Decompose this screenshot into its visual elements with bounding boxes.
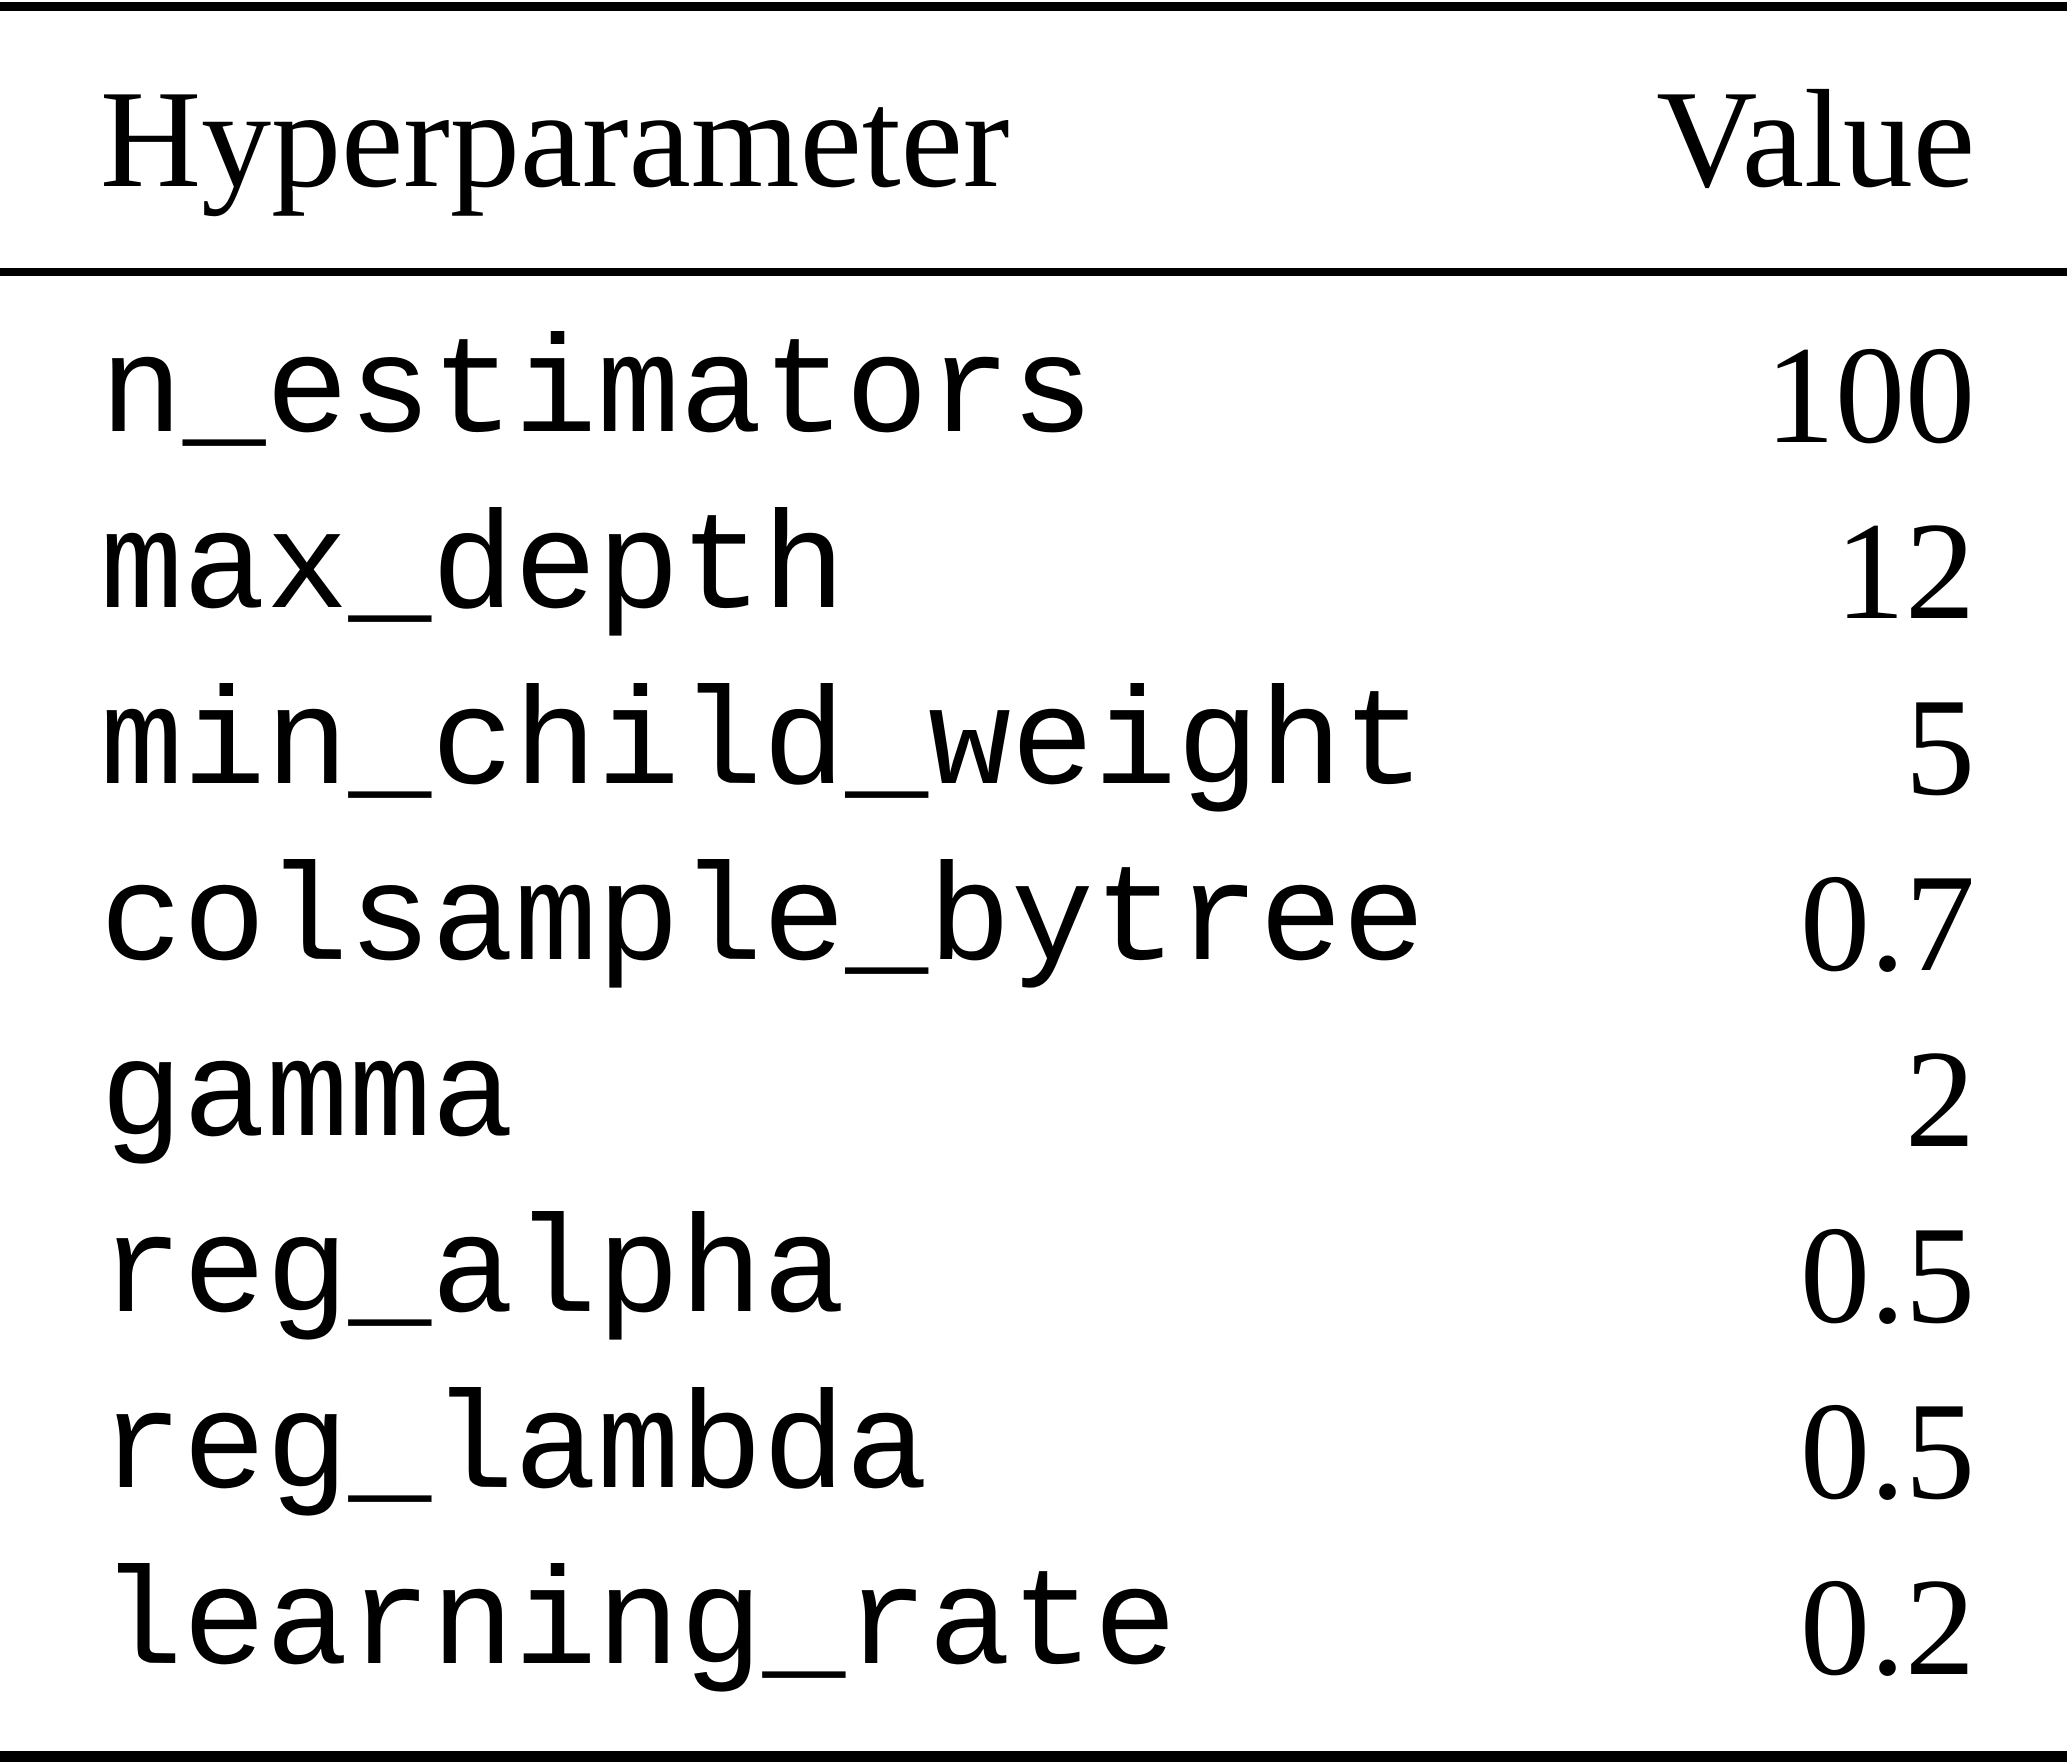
- table-row: gamma 2: [0, 1012, 2067, 1187]
- param-name-cell: gamma: [100, 1021, 515, 1177]
- param-value-cell: 0.7: [1800, 846, 1975, 1001]
- table-row: learning_rate 0.2: [0, 1540, 2067, 1715]
- table-row: max_depth 12: [0, 484, 2067, 659]
- param-name-cell: reg_alpha: [100, 1197, 846, 1353]
- param-value-cell: 0.5: [1800, 1198, 1975, 1353]
- table-header-separator-rule: [0, 268, 2067, 276]
- param-value-cell: 2: [1905, 1022, 1975, 1177]
- param-name-cell: reg_lambda: [100, 1373, 929, 1529]
- param-value-cell: 12: [1835, 494, 1975, 649]
- param-name-cell: max_depth: [100, 493, 846, 649]
- param-value-cell: 0.5: [1800, 1374, 1975, 1529]
- param-name-cell: n_estimators: [100, 317, 1094, 473]
- column-header-hyperparameter: Hyperparameter: [100, 62, 1010, 217]
- table-row: reg_lambda 0.5: [0, 1364, 2067, 1539]
- param-value-cell: 5: [1905, 670, 1975, 825]
- column-header-value: Value: [1656, 62, 1975, 217]
- param-name-cell: colsample_bytree: [100, 845, 1426, 1001]
- table-bottom-rule: [0, 1751, 2067, 1762]
- table-row: reg_alpha 0.5: [0, 1188, 2067, 1363]
- table-row: min_child_weight 5: [0, 660, 2067, 835]
- param-value-cell: 100: [1765, 318, 1975, 473]
- param-value-cell: 0.2: [1800, 1550, 1975, 1705]
- table-top-rule: [0, 2, 2067, 11]
- table-header-row: Hyperparameter Value: [0, 11, 2067, 268]
- table-row: n_estimators 100: [0, 308, 2067, 483]
- param-name-cell: min_child_weight: [100, 669, 1426, 825]
- table-body: n_estimators 100 max_depth 12 min_child_…: [0, 276, 2067, 1751]
- table-row: colsample_bytree 0.7: [0, 836, 2067, 1011]
- param-name-cell: learning_rate: [100, 1549, 1177, 1705]
